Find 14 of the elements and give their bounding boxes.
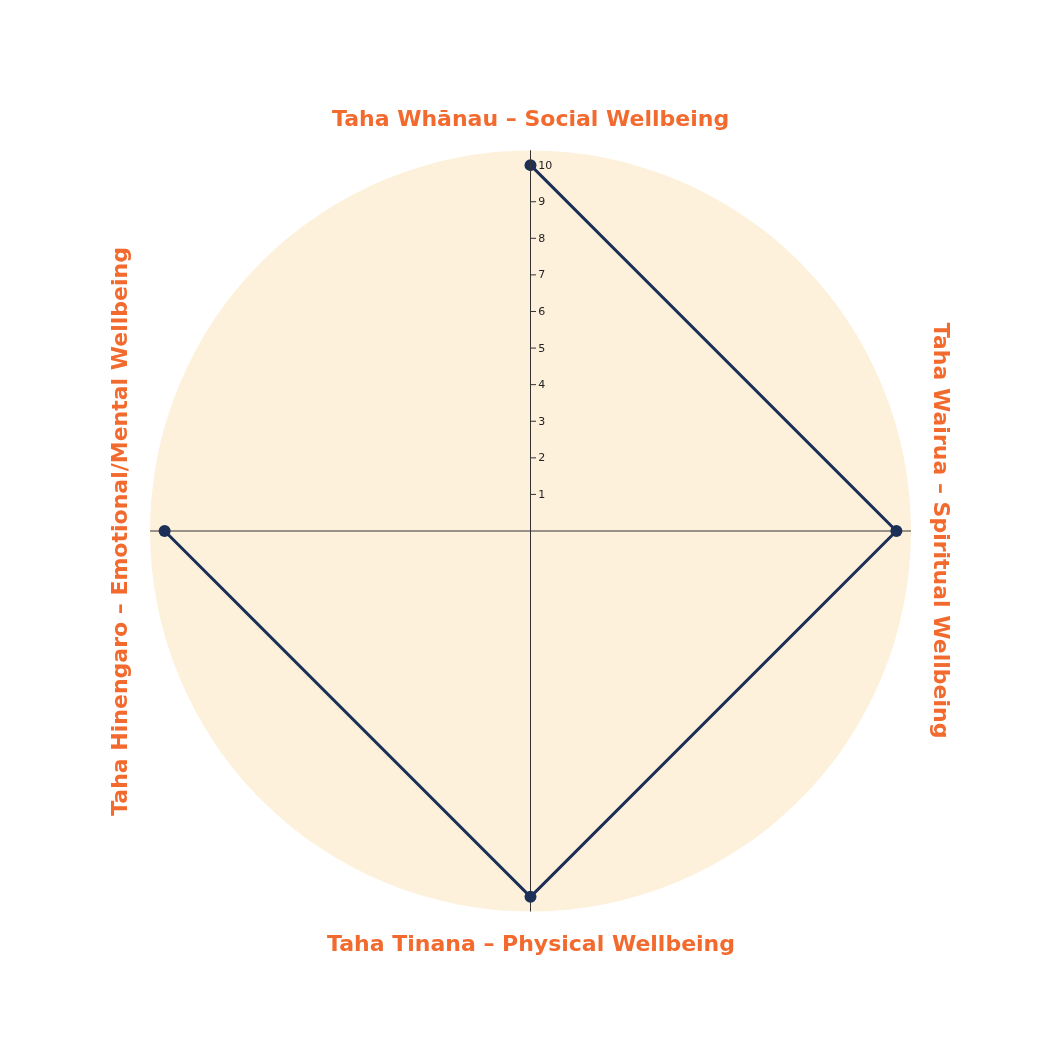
y-tick-label: 5 <box>538 341 546 355</box>
y-tick-label: 6 <box>538 305 546 319</box>
y-tick-label: 9 <box>538 195 546 209</box>
spoke-label: Taha Tinana – Physical Wellbeing <box>327 931 736 956</box>
y-tick-label: 8 <box>538 231 546 245</box>
y-tick-label: 7 <box>538 268 546 282</box>
y-tick-label: 10 <box>538 158 553 172</box>
y-tick-label: 1 <box>538 487 546 501</box>
y-tick-label: 4 <box>538 378 546 392</box>
spoke-label: Taha Wairua – Spiritual Wellbeing <box>929 322 955 739</box>
y-tick-label: 2 <box>538 451 546 465</box>
spoke-label: Taha Whānau – Social Wellbeing <box>332 106 730 131</box>
spoke-label: Taha Hinengaro – Emotional/Mental Wellbeing <box>106 247 132 816</box>
y-tick-label: 3 <box>538 414 546 428</box>
